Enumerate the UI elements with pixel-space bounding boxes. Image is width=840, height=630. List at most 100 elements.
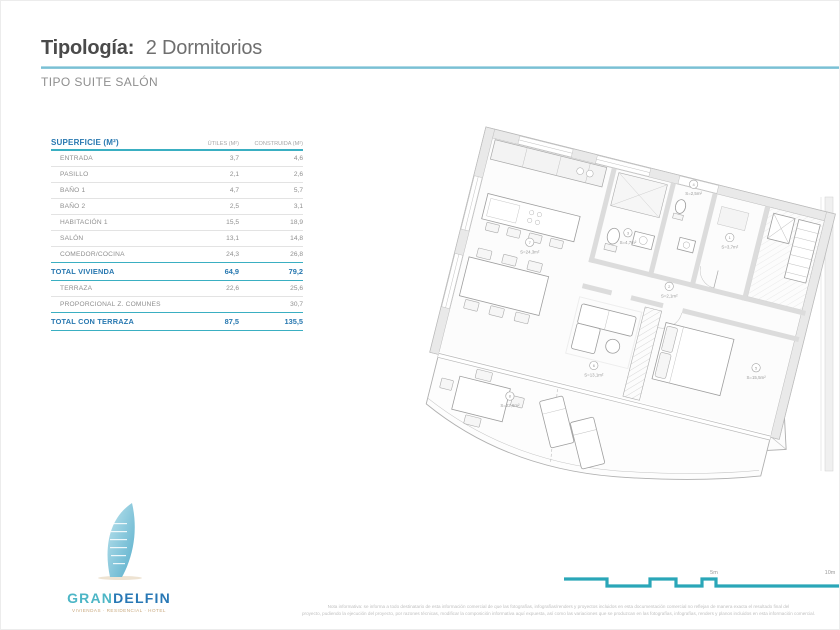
toilet-icon: [674, 199, 687, 214]
svg-text:4: 4: [693, 182, 696, 187]
table-row: HABITACIÓN 1 15,5 18,9: [51, 215, 303, 231]
svg-text:S=2,1m²: S=2,1m²: [661, 293, 678, 298]
svg-text:1: 1: [729, 235, 732, 240]
scale-label-10m: 10m: [825, 570, 836, 576]
disclaimer: Nota informativa: se informa a todo dest…: [286, 603, 831, 617]
number-badge: [589, 360, 599, 370]
island-stools: [484, 222, 564, 250]
row-construida: 26,8: [290, 251, 303, 258]
row-label: BAÑO 2: [60, 203, 86, 210]
sink-icon: [676, 236, 697, 254]
surface-table: SUPERFICIE (M²) ÚTILES (M²) CONSTRUIDA (…: [51, 129, 303, 331]
brand-logo: GRANDELFIN VIVIENDAS · RESIDENCIAL · HOT…: [39, 499, 199, 613]
row-label: PASILLO: [60, 171, 89, 178]
row-label: HABITACIÓN 1: [60, 219, 108, 226]
svg-text:7: 7: [529, 240, 532, 245]
page-subtitle: TIPO SUITE SALÓN: [41, 75, 159, 89]
terrace-table: [439, 369, 525, 428]
wardrobe: [622, 306, 663, 401]
table-row: BAÑO 2 2,5 3,1: [51, 199, 303, 215]
row-utiles: 3,7: [229, 155, 239, 162]
table-row: PROPORCIONAL Z. COMUNES 30,7: [51, 297, 303, 312]
row-utiles: 2,1: [229, 171, 239, 178]
table-row: BAÑO 1 4,7 5,7: [51, 183, 303, 199]
dining-chairs: [463, 247, 543, 325]
scale-bar: 5m 10m: [564, 570, 839, 588]
svg-text:2: 2: [668, 284, 671, 289]
sun-lounger: [539, 395, 575, 449]
svg-text:6: 6: [593, 363, 596, 368]
interior-walls: [581, 167, 806, 343]
table-row: TERRAZA 22,6 25,6: [51, 281, 303, 297]
bed: [651, 321, 735, 397]
number-badge: [725, 233, 735, 243]
sofa: [565, 296, 643, 370]
row-construida: 135,5: [284, 317, 304, 326]
disclaimer-line: Nota informativa: se informa a todo dest…: [327, 604, 790, 609]
row-construida: 5,7: [293, 187, 303, 194]
row-utiles: 13,1: [226, 235, 239, 242]
row-label: COMEDOR/COCINA: [60, 251, 125, 258]
table-row: ENTRADA 3,7 4,6: [51, 151, 303, 167]
brand-second: DELFIN: [113, 590, 171, 606]
brand-first: GRAN: [67, 590, 114, 606]
room-label-bano-2: 4 S=2,5m²: [685, 179, 703, 196]
floor-plan-svg: 1 S=3,7m² 2 S=2,1m² 3 S=4,7m² 4 S=2,5m²: [425, 126, 836, 480]
number-badge: [525, 237, 535, 247]
page-title: Tipología: 2 Dormitorios: [41, 37, 262, 59]
disclaimer-line: proyecto, pudiendo la ejecución del proy…: [302, 611, 815, 616]
table-title: SUPERFICIE (M²): [51, 138, 119, 147]
svg-text:5: 5: [755, 365, 758, 370]
number-badge: [664, 281, 674, 291]
table-row: PASILLO 2,1 2,6: [51, 167, 303, 183]
row-utiles: 15,5: [226, 219, 239, 226]
bathroom-2: [672, 199, 697, 254]
svg-text:S=22,6m²: S=22,6m²: [500, 403, 520, 408]
row-label: BAÑO 1: [60, 187, 86, 194]
row-utiles: 64,9: [224, 267, 239, 276]
room-label-habitacion-1: 5 S=15,5m²: [746, 363, 766, 380]
svg-text:S=24,3m²: S=24,3m²: [520, 249, 540, 254]
row-construida: 25,6: [290, 285, 303, 292]
row-construida: 2,6: [293, 171, 303, 178]
table-row-total-terraza: TOTAL CON TERRAZA 87,5 135,5: [51, 312, 303, 331]
row-label: PROPORCIONAL Z. COMUNES: [60, 301, 161, 308]
brand-tagline: VIVIENDAS · RESIDENCIAL · HOTEL: [72, 608, 166, 613]
row-utiles: 22,6: [226, 285, 239, 292]
dining-table: [458, 247, 550, 325]
number-badge: [689, 179, 699, 189]
floor-plan-figure: 1 S=3,7m² 2 S=2,1m² 3 S=4,7m² 4 S=2,5m²: [331, 101, 839, 486]
entrance-door-arc: [699, 266, 714, 289]
row-label: ENTRADA: [60, 155, 93, 162]
row-label: TERRAZA: [60, 285, 93, 292]
title-value: 2 Dormitorios: [145, 37, 263, 59]
stair-landing: [747, 206, 825, 311]
pillow: [661, 325, 678, 353]
sink-icon: [631, 230, 656, 251]
table-row: SALÓN 13,1 14,8: [51, 231, 303, 247]
pillow: [654, 352, 672, 379]
svg-text:S=2,5m²: S=2,5m²: [685, 191, 702, 196]
number-badge: [505, 391, 515, 401]
room-label-pasillo: 2 S=2,1m²: [661, 281, 678, 298]
table-row-total-vivienda: TOTAL VIVIENDA 64,9 79,2: [51, 262, 303, 281]
svg-text:8: 8: [509, 394, 512, 399]
svg-text:S=4,7m²: S=4,7m²: [620, 240, 637, 245]
terrace-outline: [425, 353, 771, 480]
room-label-terraza: 8 S=22,6m²: [500, 391, 520, 408]
row-utiles: 24,3: [226, 251, 239, 258]
row-construida: 79,2: [288, 267, 303, 276]
room-label-comedor-cocina: 7 S=24,3m²: [520, 237, 540, 254]
svg-text:S=15,5m²: S=15,5m²: [746, 375, 766, 380]
row-construida: 14,8: [290, 235, 303, 242]
row-construida: 4,6: [293, 155, 303, 162]
room-label-salon: 6 S=13,1m²: [584, 360, 604, 377]
entrance: [699, 206, 750, 289]
sun-lounger: [570, 416, 605, 470]
brand-name: GRANDELFIN: [39, 590, 199, 606]
row-label: TOTAL CON TERRAZA: [51, 317, 135, 326]
sail-logo-icon: [98, 503, 142, 580]
row-construida: 30,7: [290, 301, 303, 308]
toilet-icon: [606, 227, 620, 245]
